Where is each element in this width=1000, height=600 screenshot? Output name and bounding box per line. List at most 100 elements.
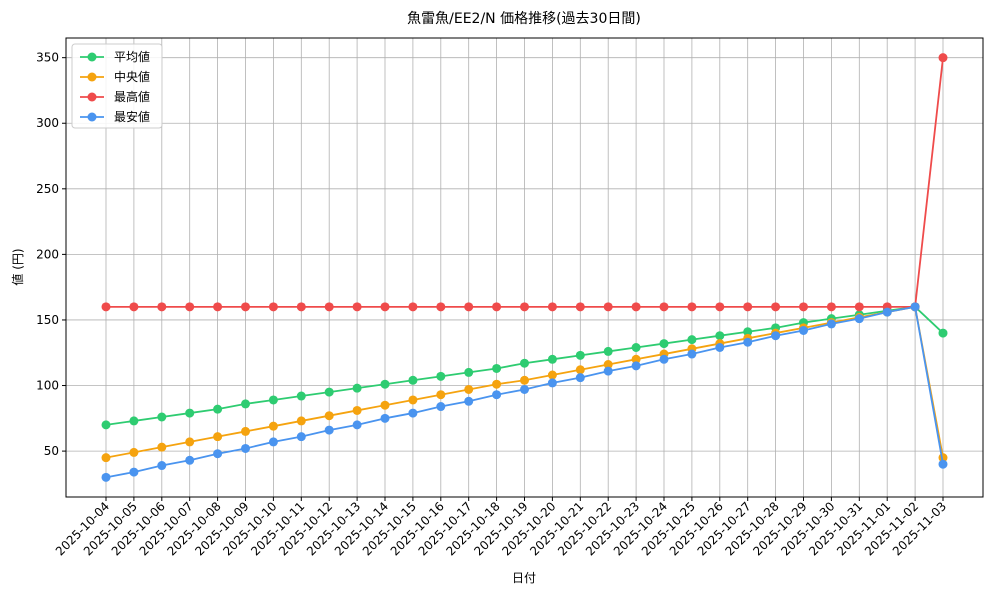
y-tick-label: 100 (36, 379, 59, 393)
data-point (547, 354, 557, 364)
data-point (743, 327, 753, 337)
data-point (213, 449, 223, 459)
data-point (687, 349, 697, 359)
data-point (352, 302, 362, 312)
data-point (743, 302, 753, 312)
data-point (436, 390, 446, 400)
data-point (520, 375, 529, 385)
data-point (799, 302, 808, 312)
data-point (659, 302, 669, 312)
data-point (603, 302, 613, 312)
y-tick-label: 50 (44, 444, 59, 458)
legend-marker (87, 52, 97, 62)
data-point (631, 361, 641, 371)
data-point (157, 302, 167, 312)
data-point (575, 365, 585, 375)
data-point (854, 314, 864, 324)
data-point (854, 302, 864, 312)
data-point (129, 416, 139, 426)
data-point (129, 467, 139, 477)
data-point (436, 402, 446, 412)
data-point (492, 390, 502, 400)
data-point (743, 337, 753, 347)
plot-frame (65, 37, 984, 498)
data-point (129, 302, 139, 312)
data-point (938, 53, 948, 63)
legend-box (71, 43, 163, 129)
data-point (575, 350, 585, 360)
data-point (631, 354, 641, 364)
data-point (771, 302, 781, 312)
data-point (436, 371, 446, 381)
data-point (185, 408, 195, 418)
data-point (464, 302, 474, 312)
data-point (547, 370, 557, 380)
data-point (324, 425, 334, 435)
data-point (352, 405, 362, 415)
data-point (380, 400, 390, 410)
data-point (771, 331, 781, 341)
data-point (464, 396, 474, 406)
data-point (492, 363, 502, 373)
data-point (603, 346, 613, 356)
data-point (324, 387, 334, 397)
data-point (715, 342, 725, 352)
data-point (436, 302, 446, 312)
data-point (938, 328, 948, 338)
legend-marker (87, 72, 97, 82)
data-point (296, 432, 306, 442)
data-point (520, 358, 529, 368)
data-point (659, 339, 669, 349)
legend-marker (87, 92, 97, 102)
data-point (826, 302, 836, 312)
data-point (380, 302, 390, 312)
chart-title: 魚雷魚/EE2/N 価格推移(過去30日間) (407, 11, 641, 27)
y-tick-label: 300 (36, 116, 59, 130)
data-point (603, 366, 613, 376)
data-point (296, 416, 306, 426)
data-point (268, 395, 278, 405)
data-point (547, 378, 557, 388)
data-point (157, 461, 167, 471)
data-point (352, 420, 362, 430)
data-point (631, 342, 641, 352)
legend-label: 平均値 (114, 49, 150, 64)
data-point (241, 426, 250, 436)
data-point (464, 367, 474, 377)
data-point (715, 302, 725, 312)
data-point (213, 432, 223, 442)
data-point (101, 453, 111, 463)
data-point (101, 302, 111, 312)
data-point (882, 307, 892, 317)
data-point (268, 437, 278, 447)
data-point (185, 437, 195, 447)
data-point (408, 408, 418, 418)
data-point (547, 302, 557, 312)
data-point (799, 325, 808, 335)
data-point (603, 360, 613, 370)
data-point (380, 413, 390, 423)
legend-label: 中央値 (114, 69, 150, 84)
y-axis-label: 値 (円) (10, 248, 25, 285)
data-point (826, 319, 836, 329)
data-point (241, 302, 250, 312)
data-point (213, 404, 223, 414)
y-tick-label: 250 (36, 182, 59, 196)
data-point (687, 335, 697, 345)
data-point (575, 373, 585, 383)
data-point (268, 302, 278, 312)
data-point (157, 412, 167, 422)
data-point (520, 302, 529, 312)
data-point (408, 375, 418, 385)
data-point (910, 302, 920, 312)
data-point (938, 459, 948, 469)
data-point (575, 302, 585, 312)
data-point (268, 421, 278, 431)
data-point (185, 455, 195, 465)
data-point (296, 302, 306, 312)
y-tick-label: 150 (36, 313, 59, 327)
data-point (492, 302, 502, 312)
data-point (380, 379, 390, 389)
data-point (296, 391, 306, 401)
